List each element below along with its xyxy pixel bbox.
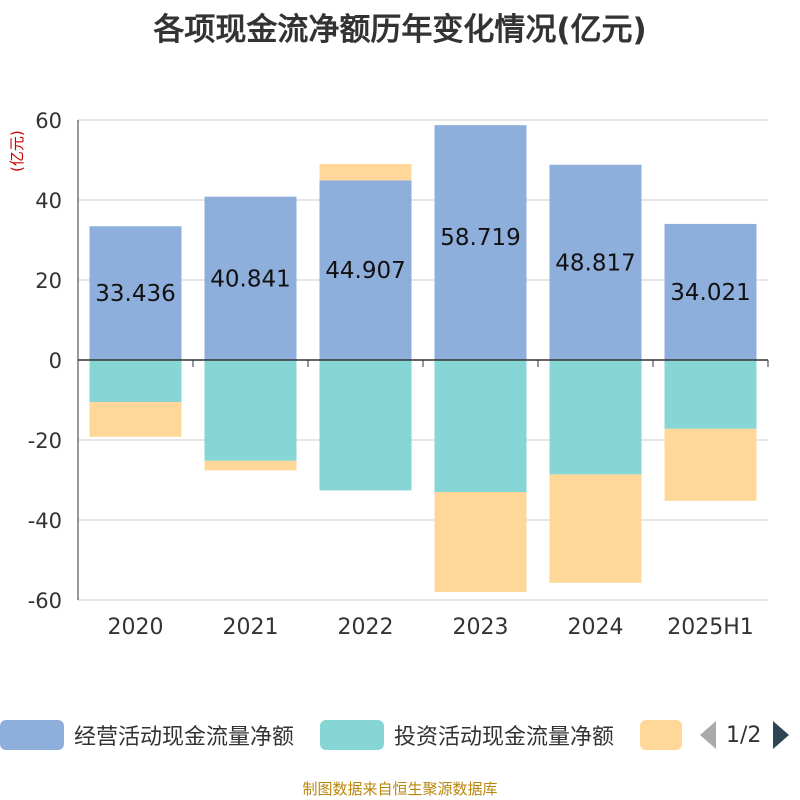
y-tick-label: -40 xyxy=(28,509,62,533)
bar-series3-2022 xyxy=(319,163,412,181)
bar-series2-2024 xyxy=(549,360,642,475)
y-tick-label: 0 xyxy=(49,349,62,373)
bar-series1-2021 xyxy=(204,196,297,360)
legend-label-operating: 经营活动现金流量净额 xyxy=(74,725,295,750)
data-source-note: 制图数据来自恒生聚源数据库 xyxy=(302,780,498,798)
x-tick-label: 2024 xyxy=(568,615,624,640)
legend-swatch-investing xyxy=(320,720,384,750)
data-label: 40.841 xyxy=(210,266,290,292)
y-tick-label: 20 xyxy=(35,269,62,293)
bar-series3-2023 xyxy=(434,492,527,592)
bar-series2-2022 xyxy=(319,360,412,491)
bar-series1-2022 xyxy=(319,180,412,360)
data-label: 44.907 xyxy=(325,258,405,284)
x-tick-label: 2025H1 xyxy=(667,615,754,640)
data-label: 33.436 xyxy=(95,281,175,307)
legend-page-indicator: 1/2 xyxy=(726,722,762,748)
legend-next-page-icon[interactable] xyxy=(773,721,790,749)
legend-label-investing: 投资活动现金流量净额 xyxy=(394,725,615,750)
legend: 经营活动现金流量净额 投资活动现金流量净额 1/2 xyxy=(0,715,800,755)
y-tick-label: 60 xyxy=(35,109,62,133)
bar-series1-2024 xyxy=(549,164,642,360)
y-tick-label: 40 xyxy=(35,189,62,213)
bar-series3-2025H1 xyxy=(664,428,757,501)
legend-prev-page-icon[interactable] xyxy=(700,721,716,749)
x-tick-label: 2020 xyxy=(108,615,164,640)
chart-title: 各项现金流净额历年变化情况(亿元) xyxy=(153,12,647,48)
bar-series3-2024 xyxy=(549,474,642,583)
x-tick-label: 2021 xyxy=(223,615,279,640)
bar-series1-2025H1 xyxy=(664,223,757,360)
data-label: 58.719 xyxy=(440,225,520,251)
legend-swatch-operating xyxy=(0,720,64,750)
legend-swatch-third xyxy=(640,720,682,750)
bar-series2-2021 xyxy=(204,360,297,461)
bar-series2-2023 xyxy=(434,360,527,492)
bar-series3-2021 xyxy=(204,460,297,471)
chart-plot: 60 40 20 0 -20 -40 -60 33.436 40.841 44.907 58.719… xyxy=(28,109,769,640)
y-tick-label: -20 xyxy=(28,429,62,453)
legend-pager: 1/2 xyxy=(700,719,800,751)
data-label: 34.021 xyxy=(670,280,750,306)
legend-item-investing[interactable]: 投资活动现金流量净额 xyxy=(320,719,614,751)
bar-series3-2020 xyxy=(89,402,182,437)
legend-item-third[interactable] xyxy=(640,719,682,751)
bar-series2-2025H1 xyxy=(664,360,757,429)
legend-item-operating[interactable]: 经营活动现金流量净额 xyxy=(0,719,294,751)
x-tick-label: 2023 xyxy=(453,615,509,640)
y-tick-label: -60 xyxy=(28,589,62,613)
data-label: 48.817 xyxy=(555,250,635,276)
bar-series1-2023 xyxy=(434,125,527,361)
bar-series1-2020 xyxy=(89,226,182,360)
bar-series2-2020 xyxy=(89,360,182,402)
x-tick-label: 2022 xyxy=(338,615,394,640)
